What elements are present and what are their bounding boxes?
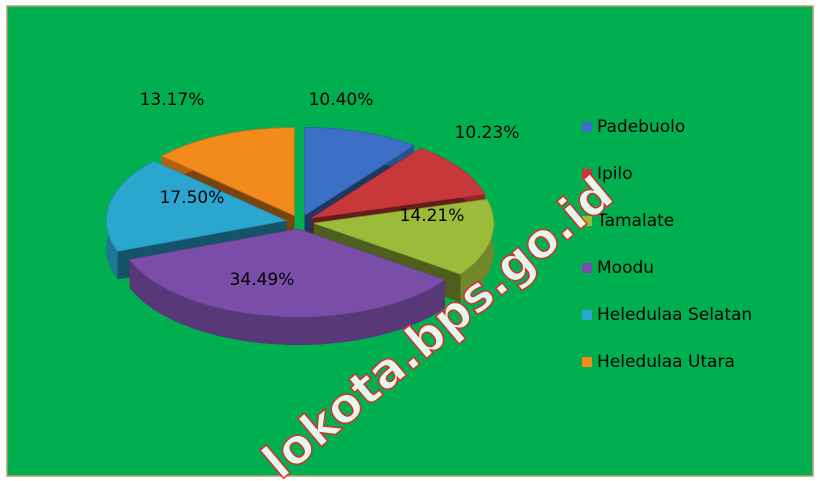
legend-marker [582, 263, 592, 273]
data-label: 13.17% [140, 90, 205, 110]
legend-marker [582, 310, 592, 320]
data-label: 17.50% [160, 188, 225, 208]
legend-label: Heledulaa Selatan [597, 305, 752, 325]
slice-side [460, 199, 494, 303]
data-label: 10.40% [309, 90, 374, 110]
slice-top [128, 228, 446, 318]
legend-label: Tamalate [596, 211, 674, 231]
slice-side [129, 259, 445, 345]
legend-marker [582, 216, 592, 226]
legend: Padebuolo Ipilo Tamalate Moodu Heledulaa Sel… [582, 117, 752, 372]
legend-label: Moodu [597, 258, 654, 278]
slice-top [313, 198, 495, 275]
slice-top [160, 127, 295, 217]
slice [313, 198, 495, 303]
legend-marker [582, 357, 592, 367]
legend-marker [582, 169, 592, 179]
slice-top [311, 147, 486, 219]
pie [105, 126, 495, 345]
legend-label: Ipilo [597, 164, 633, 184]
slice-top [304, 126, 415, 217]
slice-top [105, 160, 288, 252]
data-label: 34.49% [230, 270, 295, 290]
data-label: 14.21% [400, 206, 465, 226]
legend-label: Heledulaa Utara [597, 352, 735, 372]
legend-label: Padebuolo [597, 117, 685, 137]
slice [128, 228, 446, 345]
legend-marker [582, 122, 592, 132]
data-label: 10.23% [455, 123, 520, 143]
